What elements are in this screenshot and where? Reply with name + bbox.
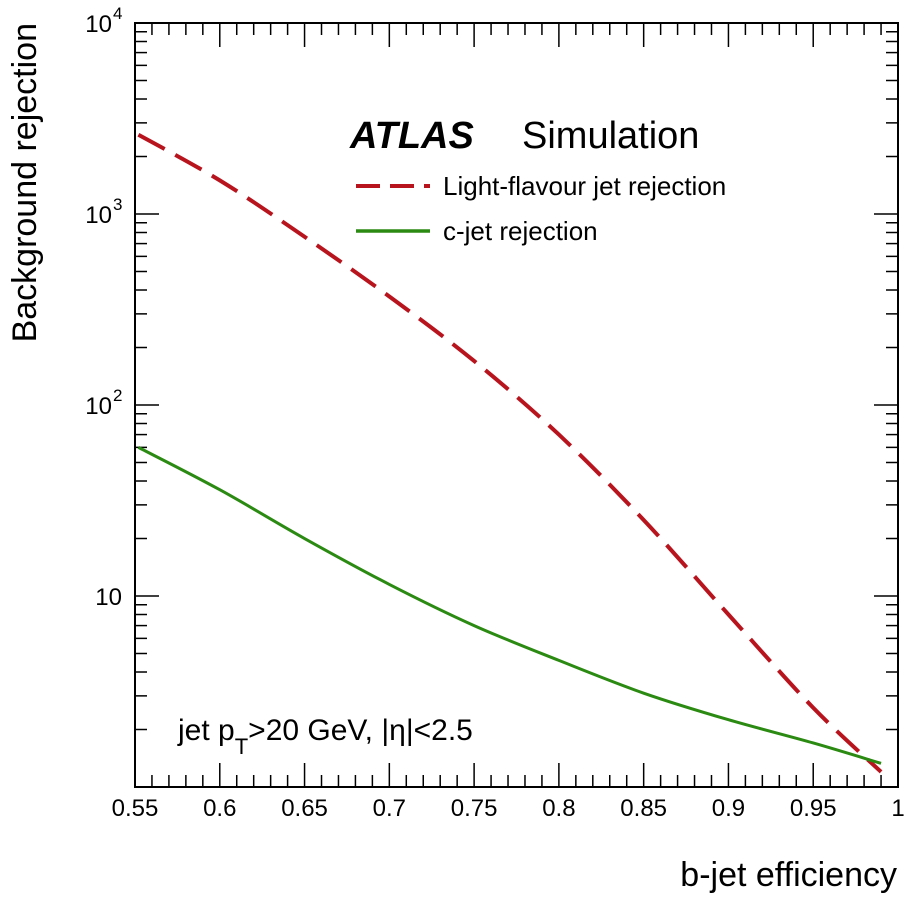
y-tick-exponent: 3 — [113, 195, 122, 214]
x-tick-label: 0.55 — [112, 795, 159, 822]
x-tick-label: 0.85 — [620, 795, 667, 822]
y-tick-label: 10 — [85, 393, 112, 420]
experiment-sublabel: Simulation — [522, 115, 699, 157]
plot-frame — [134, 22, 899, 788]
y-tick-label: 10 — [85, 202, 112, 229]
axis-ticks — [134, 23, 899, 787]
y-tick-label: 10 — [85, 11, 112, 38]
x-axis-title: b-jet efficiency — [680, 856, 897, 894]
legend-label-light: Light-flavour jet rejection — [443, 171, 726, 201]
x-tick-label: 0.9 — [712, 795, 745, 822]
kinematic-cut-annotation: jet pT>20 GeV, |η|<2.5 — [177, 714, 473, 759]
y-tick-label: 10 — [95, 584, 122, 611]
cut-subscript: T — [235, 734, 248, 759]
series-light-flavour-line — [137, 132, 883, 774]
x-tick-label: 0.8 — [542, 795, 575, 822]
series-lines — [137, 132, 883, 774]
legend-label-c: c-jet rejection — [443, 216, 598, 246]
series-c-jet-line — [137, 446, 882, 765]
x-tick-label: 1 — [891, 795, 904, 822]
x-tick-label: 0.95 — [790, 795, 837, 822]
y-tick-exponent: 2 — [113, 386, 122, 405]
x-tick-label: 0.65 — [281, 795, 328, 822]
experiment-label: ATLAS — [349, 115, 474, 157]
x-tick-label: 0.6 — [203, 795, 236, 822]
y-axis-title: Background rejection — [6, 23, 44, 342]
cut-prefix: jet p — [177, 714, 235, 747]
y-tick-exponent: 4 — [113, 4, 122, 23]
cut-suffix: >20 GeV, |η|<2.5 — [248, 714, 473, 747]
x-tick-label: 0.7 — [373, 795, 406, 822]
x-tick-label: 0.75 — [451, 795, 498, 822]
